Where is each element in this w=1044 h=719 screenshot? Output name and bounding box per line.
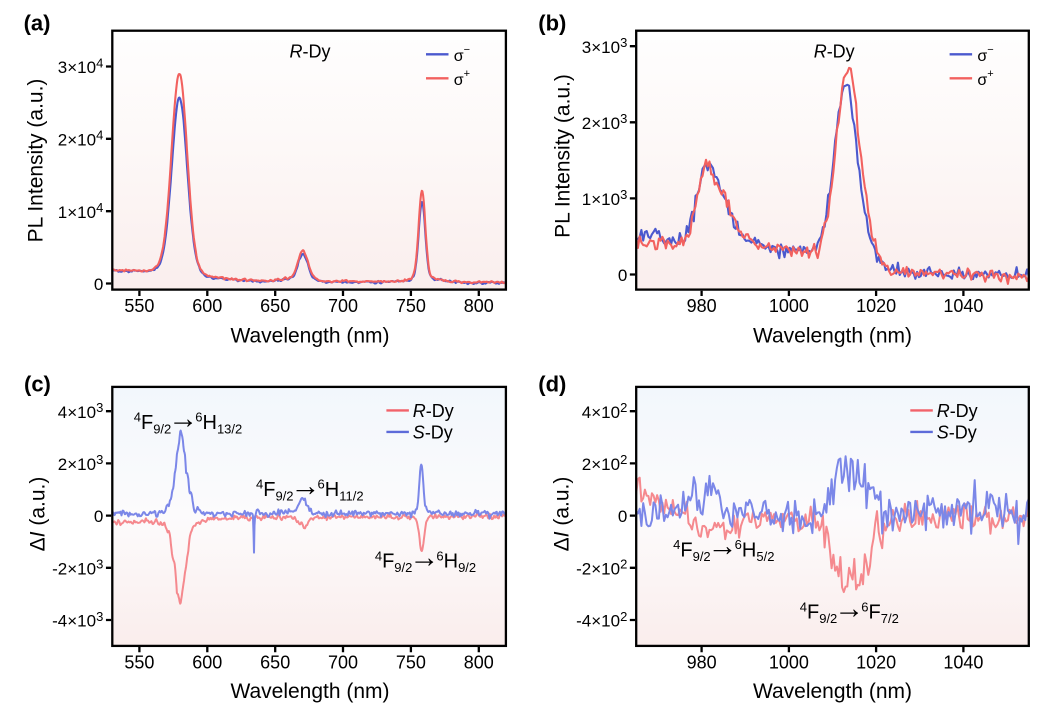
svg-text:980: 980 xyxy=(687,652,717,672)
svg-text:600: 600 xyxy=(192,652,222,672)
svg-text:2×104: 2×104 xyxy=(58,128,104,150)
svg-text:3×103: 3×103 xyxy=(582,35,628,57)
svg-text:4F9/2→6F7/2: 4F9/2→6F7/2 xyxy=(800,592,899,626)
svg-text:750: 750 xyxy=(396,652,426,672)
svg-text:1×104: 1×104 xyxy=(58,200,104,222)
svg-text:Wavelength (nm): Wavelength (nm) xyxy=(230,680,389,703)
svg-text:(d): (d) xyxy=(538,371,566,396)
svg-text:2×102: 2×102 xyxy=(582,452,628,474)
svg-text:1000: 1000 xyxy=(769,652,809,672)
svg-text:Wavelength (nm): Wavelength (nm) xyxy=(230,325,389,348)
svg-text:R-Dy: R-Dy xyxy=(937,401,978,421)
svg-text:600: 600 xyxy=(192,296,222,316)
svg-text:1020: 1020 xyxy=(856,652,896,672)
svg-text:ΔI (a.u.): ΔI (a.u.) xyxy=(551,477,574,552)
svg-text:4F9/2→6H13/2: 4F9/2→6H13/2 xyxy=(134,402,243,436)
svg-text:1000: 1000 xyxy=(769,296,809,316)
svg-text:0: 0 xyxy=(94,507,103,526)
svg-text:0: 0 xyxy=(94,275,103,294)
svg-text:4×103: 4×103 xyxy=(58,400,104,422)
svg-text:PL Intensity (a.u.): PL Intensity (a.u.) xyxy=(552,74,575,238)
svg-text:750: 750 xyxy=(396,296,426,316)
svg-text:800: 800 xyxy=(464,296,494,316)
svg-text:1020: 1020 xyxy=(856,296,896,316)
svg-text:4F9/2→6H11/2: 4F9/2→6H11/2 xyxy=(256,469,364,503)
svg-text:1040: 1040 xyxy=(943,652,983,672)
svg-text:3×104: 3×104 xyxy=(58,55,104,77)
svg-text:700: 700 xyxy=(328,652,358,672)
svg-text:650: 650 xyxy=(260,296,290,316)
svg-text:-2×103: -2×103 xyxy=(52,557,103,579)
svg-text:Wavelength (nm): Wavelength (nm) xyxy=(753,680,912,703)
svg-text:Wavelength (nm): Wavelength (nm) xyxy=(753,325,912,348)
svg-text:2×103: 2×103 xyxy=(582,111,628,133)
svg-text:800: 800 xyxy=(464,652,494,672)
svg-text:4F9/2→6H9/2: 4F9/2→6H9/2 xyxy=(375,541,476,575)
svg-text:4F9/2→6H5/2: 4F9/2→6H5/2 xyxy=(673,530,774,564)
svg-text:700: 700 xyxy=(328,296,358,316)
svg-text:-2×102: -2×102 xyxy=(576,557,627,579)
svg-text:S-Dy: S-Dy xyxy=(937,423,977,443)
svg-text:(c): (c) xyxy=(24,371,51,396)
svg-text:1040: 1040 xyxy=(943,296,983,316)
svg-text:(b): (b) xyxy=(538,10,566,35)
svg-text:1×103: 1×103 xyxy=(582,187,628,209)
svg-text:S-Dy: S-Dy xyxy=(413,423,453,443)
svg-text:550: 550 xyxy=(124,296,154,316)
svg-text:PL Intensity (a.u.): PL Intensity (a.u.) xyxy=(24,79,47,243)
svg-text:ΔI (a.u.): ΔI (a.u.) xyxy=(27,477,50,552)
svg-text:-4×103: -4×103 xyxy=(52,609,103,631)
svg-text:0: 0 xyxy=(618,266,627,285)
svg-text:4×102: 4×102 xyxy=(582,400,628,422)
svg-text:650: 650 xyxy=(260,652,290,672)
svg-text:-4×102: -4×102 xyxy=(576,609,627,631)
svg-text:2×103: 2×103 xyxy=(58,452,104,474)
svg-text:0: 0 xyxy=(618,507,627,526)
svg-text:R-Dy: R-Dy xyxy=(290,42,331,62)
svg-text:550: 550 xyxy=(124,652,154,672)
svg-text:R-Dy: R-Dy xyxy=(413,401,454,421)
svg-text:(a): (a) xyxy=(24,10,51,35)
svg-text:980: 980 xyxy=(687,296,717,316)
svg-text:R-Dy: R-Dy xyxy=(814,42,855,62)
